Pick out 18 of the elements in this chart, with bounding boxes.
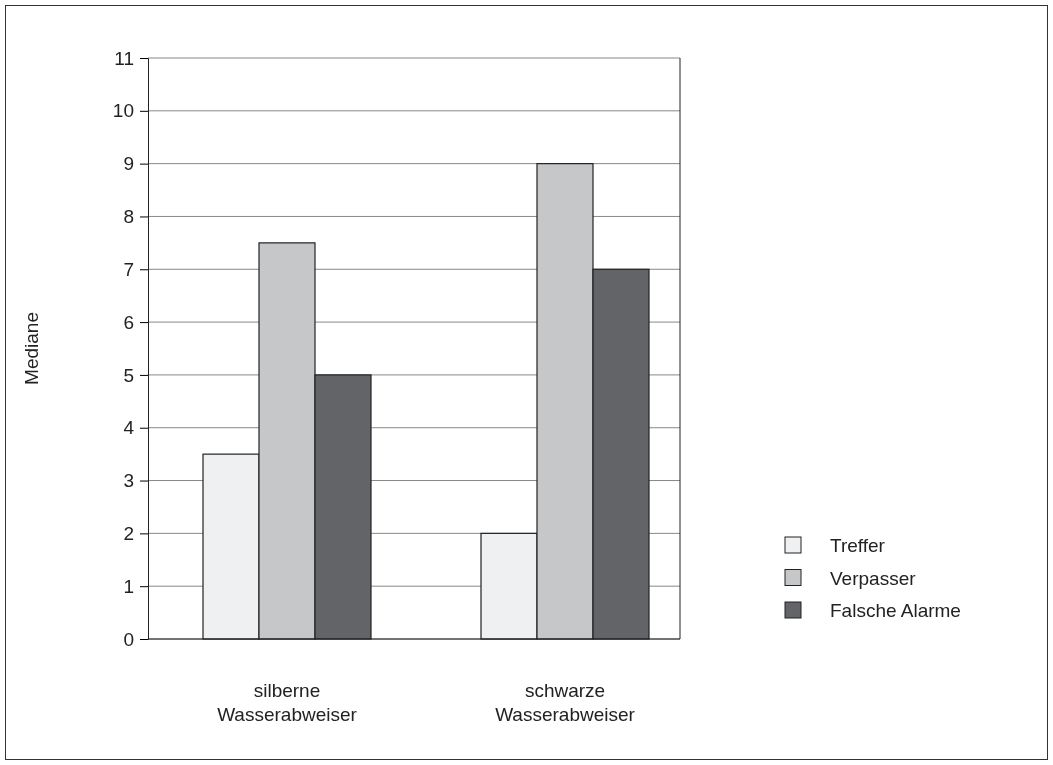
x-tick-label: silberne Wasserabweiser xyxy=(217,680,358,725)
y-tick-label: 5 xyxy=(123,364,134,386)
y-tick-label: 11 xyxy=(114,47,134,69)
x-tick-label: schwarze Wasserabweiser xyxy=(495,680,636,725)
y-tick-label: 9 xyxy=(123,153,134,175)
y-tick-label: 8 xyxy=(123,206,134,228)
y-tick-label: 0 xyxy=(123,628,134,650)
y-axis-title: Mediane xyxy=(21,312,42,385)
y-tick-label: 7 xyxy=(123,258,134,280)
y-tick-label: 2 xyxy=(123,522,134,544)
legend-label: Treffer xyxy=(830,535,886,556)
legend-label: Falsche Alarme xyxy=(830,600,961,621)
y-tick-label: 10 xyxy=(112,100,134,122)
y-tick-label: 1 xyxy=(123,575,134,597)
y-tick-label: 6 xyxy=(123,311,134,333)
y-tick-label: 4 xyxy=(123,417,135,439)
legend-label: Verpasser xyxy=(830,567,917,589)
y-tick-label: 3 xyxy=(123,470,134,492)
